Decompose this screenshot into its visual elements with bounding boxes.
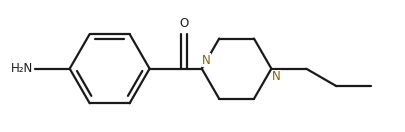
Text: H₂N: H₂N: [11, 62, 33, 75]
Text: N: N: [202, 54, 211, 67]
Text: O: O: [179, 17, 189, 30]
Text: N: N: [271, 70, 280, 83]
